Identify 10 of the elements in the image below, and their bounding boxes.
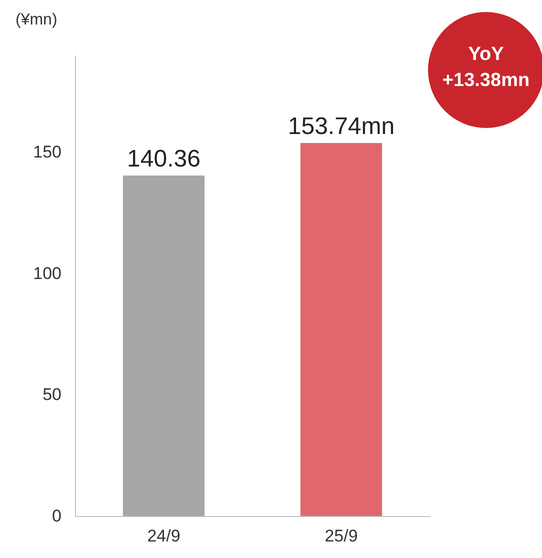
y-tick-label: 150 [33, 142, 62, 162]
x-tick-label: 24/9 [147, 526, 180, 546]
y-tick-label: 0 [52, 506, 62, 526]
y-tick-label: 50 [42, 385, 62, 404]
data-label: 140.36 [127, 145, 200, 172]
data-label: 153.74mn [288, 112, 395, 140]
x-tick-label: 25/9 [324, 526, 358, 546]
text: YoY +13.38mn [441, 43, 531, 93]
y-tick-label: 100 [33, 264, 62, 283]
y-axis-title: (¥mn) [16, 12, 58, 28]
